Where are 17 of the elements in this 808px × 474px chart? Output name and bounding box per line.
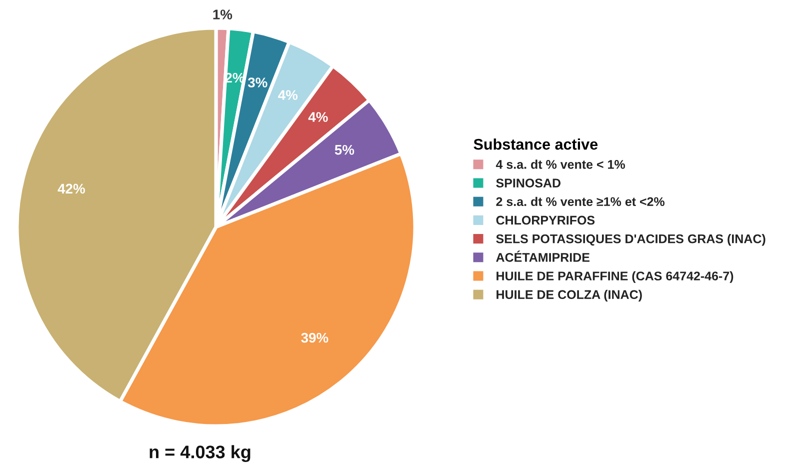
legend-label: SPINOSAD xyxy=(496,178,561,188)
legend-label: 2 s.a. dt % vente ≥1% et <2% xyxy=(496,196,665,206)
text: n = 4.033 kg xyxy=(150,445,250,462)
legend-title: Substance active xyxy=(474,138,598,150)
legend-label: SELS POTASSIQUES D'ACIDES GRAS (INAC) xyxy=(496,234,766,246)
legend-label: CHLORPYRIFOS xyxy=(496,216,595,225)
legend-label: HUILE DE PARAFFINE (CAS 64742-46-7) xyxy=(496,271,734,283)
legend-label: ACÉTAMIPRIDE xyxy=(496,250,590,262)
data-label: 1% xyxy=(213,10,232,20)
data-label: 42% xyxy=(58,184,85,194)
legend-label: 4 s.a. dt % vente < 1% xyxy=(496,160,625,169)
legend-label: HUILE DE COLZA (INAC) xyxy=(496,290,642,302)
data-label: 3% xyxy=(248,78,268,88)
data-label: 4% xyxy=(308,112,328,122)
data-label: 5% xyxy=(334,144,354,155)
data-label: 4% xyxy=(278,90,298,100)
data-label: 39% xyxy=(301,332,328,343)
